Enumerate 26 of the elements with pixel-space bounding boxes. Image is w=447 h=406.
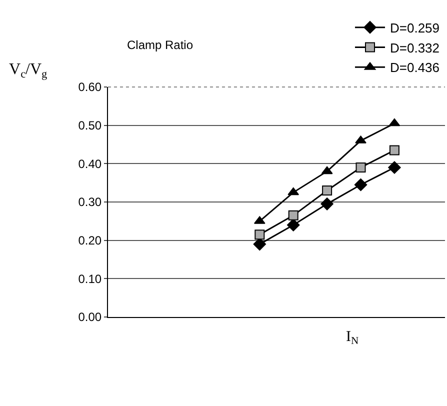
y-tick-label: 0.50 — [78, 118, 102, 133]
y-tick-label: 0.10 — [78, 272, 102, 286]
legend-label: D=0.332 — [390, 40, 440, 56]
point — [356, 162, 366, 172]
point — [388, 161, 401, 174]
point — [288, 187, 300, 196]
point — [322, 186, 332, 196]
point — [321, 166, 333, 174]
y-tick-label: 0.20 — [78, 234, 102, 248]
point — [254, 230, 265, 240]
point — [388, 118, 400, 126]
point — [287, 218, 300, 232]
legend-label: D=0.259 — [390, 20, 440, 36]
chart-title: Clamp Ratio — [127, 38, 194, 52]
point — [389, 145, 400, 156]
point — [354, 178, 368, 192]
x-axis-title: I$_{N}$ — [346, 329, 359, 348]
y-axis-title: V$_{c}$/V$_{g}$ — [9, 61, 48, 80]
y-tick-label: 0.30 — [78, 195, 102, 210]
y-tick-label: 0.60 — [78, 80, 102, 94]
point — [253, 238, 266, 251]
point — [288, 210, 298, 220]
point — [320, 198, 334, 210]
legend-label: D=0.436 — [390, 60, 440, 76]
y-tick-label: 0.40 — [78, 156, 102, 171]
y-tick-label: 0.00 — [78, 310, 102, 324]
